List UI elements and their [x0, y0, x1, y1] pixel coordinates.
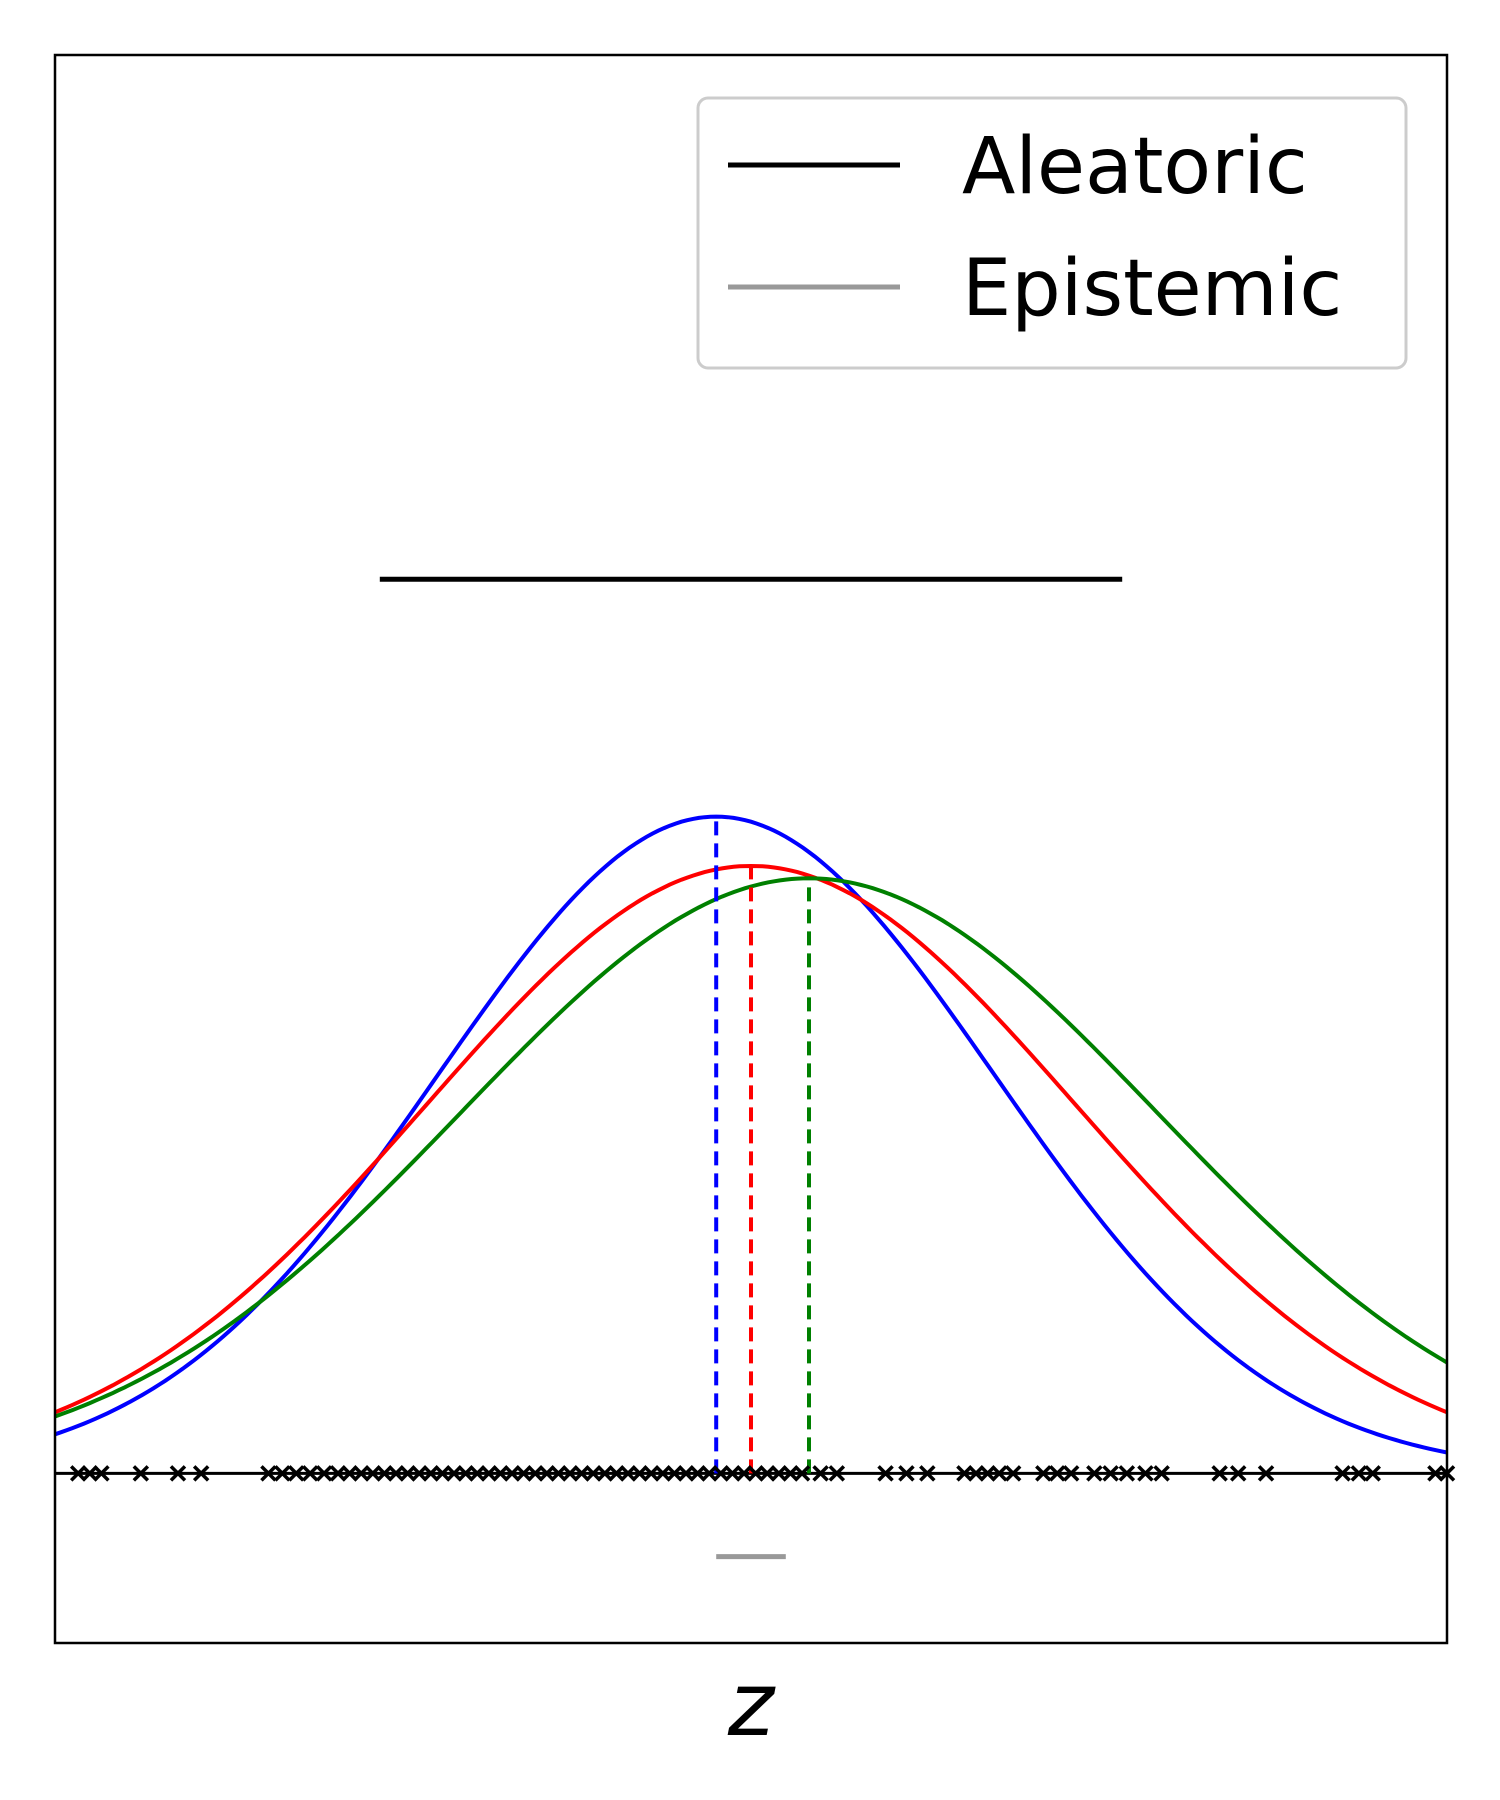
sample-point — [1153, 1465, 1170, 1482]
plot-area — [54, 576, 1456, 1560]
sample-point — [1257, 1465, 1275, 1482]
legend: Aleatoric Epistemic — [696, 96, 1408, 370]
sample-point — [132, 1465, 150, 1482]
sample-point — [1211, 1465, 1228, 1482]
sample-point — [1102, 1465, 1119, 1482]
x-axis-label: z — [727, 1653, 776, 1756]
axes-frame — [53, 53, 1449, 1645]
sample-point — [919, 1465, 936, 1482]
sample-point — [793, 1465, 811, 1482]
sample-point — [877, 1465, 894, 1482]
sample-point — [169, 1465, 187, 1482]
sample-point — [812, 1465, 829, 1482]
legend-label-aleatoric: Aleatoric — [962, 122, 1308, 212]
sample-point — [1364, 1465, 1381, 1482]
sample-point — [1334, 1465, 1351, 1482]
sample-point — [898, 1465, 915, 1482]
sample-point — [260, 1465, 277, 1482]
legend-label-epistemic: Epistemic — [962, 244, 1342, 334]
sample-point — [1035, 1465, 1052, 1482]
sample-point — [1049, 1465, 1066, 1482]
sample-point — [93, 1465, 110, 1482]
sample-point — [1229, 1465, 1247, 1482]
sample-point — [1086, 1465, 1103, 1482]
sample-point — [1062, 1465, 1080, 1482]
sample-point — [192, 1465, 210, 1482]
sample-point — [274, 1465, 291, 1482]
sample-point — [288, 1465, 305, 1482]
sample-point — [1137, 1465, 1154, 1482]
sample-point — [991, 1465, 1008, 1482]
sample-point — [1118, 1465, 1136, 1482]
sample-point — [1350, 1465, 1368, 1482]
sample-point — [301, 1465, 319, 1482]
density-curve-2 — [54, 876, 1449, 1419]
sample-point — [828, 1465, 846, 1482]
sample-point — [1004, 1465, 1022, 1482]
sample-point — [315, 1465, 333, 1482]
density-curve-0 — [54, 814, 1448, 1455]
